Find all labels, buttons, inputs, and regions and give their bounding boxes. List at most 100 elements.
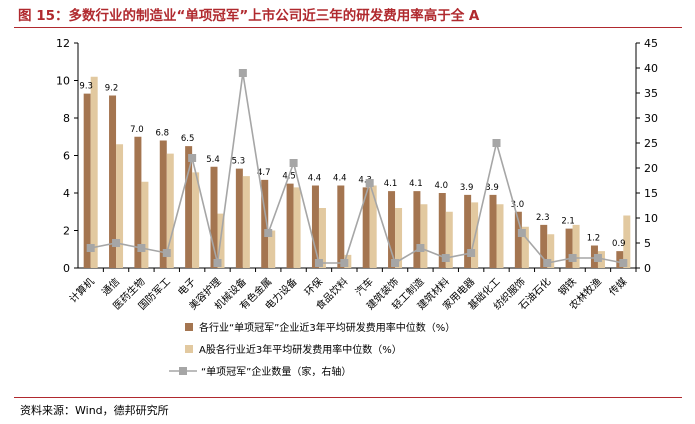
legend-label-series2: A股各行业近3年平均研发费用率中位数（%） <box>199 343 402 356</box>
bar-series2 <box>369 185 377 268</box>
bar-series1 <box>362 187 370 268</box>
bar-series1 <box>134 136 142 268</box>
bar-value-label: 3.0 <box>511 200 525 210</box>
x-category-label: 环保 <box>302 275 325 298</box>
bar-series2 <box>547 234 555 268</box>
line-marker <box>314 259 323 267</box>
bar-value-label: 1.2 <box>587 234 601 244</box>
bar-series1 <box>210 166 218 268</box>
bar-series1 <box>413 191 421 268</box>
y-right-tick-label: 5 <box>644 237 651 250</box>
x-category-label: 传媒 <box>607 276 630 299</box>
y-right-tick-label: 10 <box>644 212 658 225</box>
bar-value-label: 3.9 <box>460 183 474 193</box>
bar-series1 <box>438 193 446 268</box>
y-right-tick-label: 0 <box>644 262 651 275</box>
bar-value-label: 9.3 <box>79 82 93 92</box>
bar-value-label: 4.1 <box>409 179 423 189</box>
bar-series2 <box>268 230 276 268</box>
bar-series2 <box>242 176 250 268</box>
bar-series2 <box>572 224 580 268</box>
x-category-label: 汽车 <box>352 275 375 298</box>
y-left-tick-label: 0 <box>63 262 70 275</box>
bar-series2 <box>116 144 124 268</box>
line-marker <box>137 244 146 252</box>
y-left-tick-label: 8 <box>63 112 70 125</box>
line-marker <box>188 154 197 162</box>
x-category-label: 电子 <box>175 275 198 298</box>
y-left-tick-label: 2 <box>63 225 70 238</box>
bar-series1 <box>565 228 573 268</box>
line-marker <box>416 244 425 252</box>
y-right-tick-label: 20 <box>644 162 658 175</box>
bar-series1 <box>540 224 548 268</box>
bar-value-label: 9.2 <box>105 84 119 94</box>
legend-label-series3: “单项冠军”企业数量（家，右轴） <box>201 365 351 378</box>
bar-series2 <box>623 215 631 268</box>
bar-series1 <box>514 211 522 268</box>
line-marker <box>213 259 222 267</box>
bar-series2 <box>318 208 326 268</box>
y-right-tick-label: 40 <box>644 62 658 75</box>
line-marker <box>264 229 273 237</box>
x-category-label: 计算机 <box>66 275 96 305</box>
y-left-tick-label: 12 <box>56 37 70 50</box>
bar-series1 <box>337 185 345 268</box>
line-marker <box>289 159 298 167</box>
x-category-label: 钢铁 <box>555 275 578 298</box>
bar-series2 <box>395 208 403 268</box>
legend-swatch-series1 <box>185 323 193 331</box>
line-marker <box>467 249 476 257</box>
line-marker <box>568 254 577 262</box>
bar-value-label: 6.8 <box>156 129 170 139</box>
bar-value-label: 4.3 <box>358 175 372 185</box>
bar-value-label: 0.9 <box>612 239 626 249</box>
bar-series1 <box>388 191 396 268</box>
line-marker <box>162 249 171 257</box>
bar-value-label: 4.7 <box>257 168 271 178</box>
bar-series2 <box>90 76 98 268</box>
line-marker <box>517 229 526 237</box>
source-divider <box>14 397 682 398</box>
line-series3 <box>90 72 624 265</box>
y-right-tick-label: 25 <box>644 137 658 150</box>
bar-series1 <box>109 95 117 268</box>
y-right-tick-label: 35 <box>644 87 658 100</box>
source-note: 资料来源：Wind，德邦研究所 <box>20 404 169 417</box>
bar-value-label: 6.5 <box>181 134 195 144</box>
bar-value-label: 5.4 <box>206 155 220 165</box>
line-marker <box>391 259 400 267</box>
bar-value-label: 4.4 <box>333 174 347 184</box>
bar-value-label: 4.1 <box>384 179 398 189</box>
line-marker <box>86 244 95 252</box>
bar-series2 <box>445 211 453 268</box>
bar-series1 <box>235 168 243 268</box>
line-marker <box>593 254 602 262</box>
legend-swatch-series2 <box>185 345 193 353</box>
title-divider <box>14 27 682 28</box>
line-marker <box>441 254 450 262</box>
bar-value-label: 4.4 <box>308 174 322 184</box>
y-left-tick-label: 4 <box>63 187 70 200</box>
bar-series2 <box>293 187 301 268</box>
bar-series2 <box>420 204 428 268</box>
bar-series2 <box>496 204 504 268</box>
y-left-tick-label: 10 <box>56 75 70 88</box>
bar-series1 <box>83 93 91 268</box>
y-right-tick-label: 30 <box>644 112 658 125</box>
line-marker <box>492 139 501 147</box>
x-category-label: 通信 <box>100 276 123 299</box>
line-marker <box>365 179 374 187</box>
bar-series1 <box>489 194 497 268</box>
y-right-tick-label: 45 <box>644 37 658 50</box>
bar-value-label: 2.3 <box>536 213 550 223</box>
bar-series2 <box>141 181 149 268</box>
bar-series1 <box>464 194 472 268</box>
bar-series1 <box>159 140 167 268</box>
bar-value-label: 3.9 <box>485 183 499 193</box>
y-left-tick-label: 6 <box>63 150 70 163</box>
line-marker <box>340 259 349 267</box>
line-marker <box>543 259 552 267</box>
